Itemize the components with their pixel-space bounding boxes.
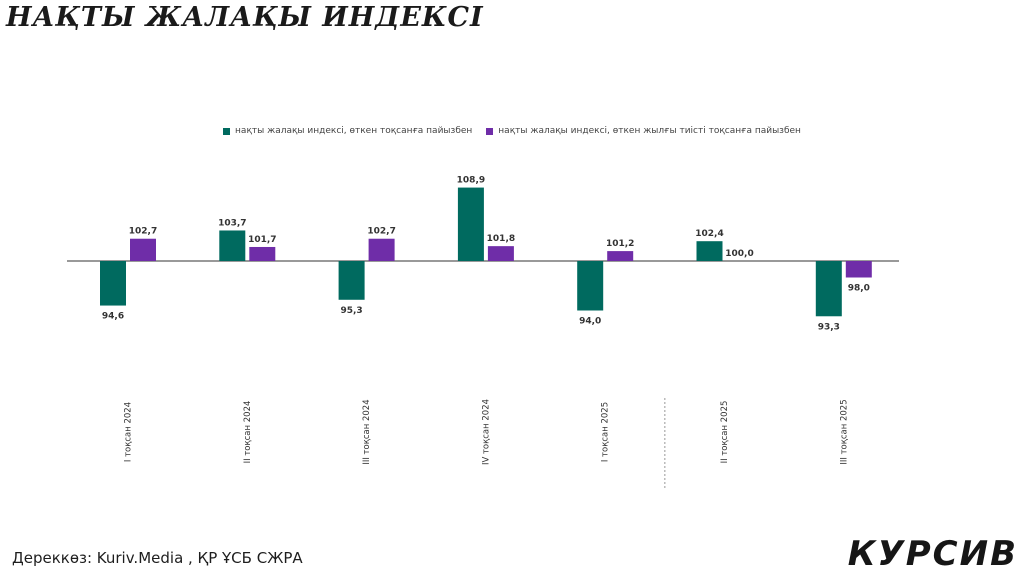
legend-swatch-series-2 bbox=[486, 127, 494, 135]
chart-legend: нақты жалақы индексі, өткен тоқсанға пай… bbox=[0, 126, 1024, 136]
category-label-2: II тоқсан 2024 bbox=[243, 401, 253, 464]
data-label-series2-cat2: 101,7 bbox=[248, 235, 276, 245]
bar-series2-cat7 bbox=[845, 261, 872, 278]
category-label-1: I тоқсан 2024 bbox=[124, 402, 134, 462]
bar-series2-cat5 bbox=[607, 251, 634, 261]
data-label-series1-cat4: 108,9 bbox=[457, 176, 485, 186]
data-label-series1-cat6: 102,4 bbox=[695, 229, 723, 239]
data-label-series2-cat5: 101,2 bbox=[606, 239, 634, 249]
legend-label-series-2: нақты жалақы индексі, өткен жылғы тиісті… bbox=[498, 126, 801, 136]
data-label-series2-cat6: 100,0 bbox=[725, 249, 753, 259]
legend-item-series-1: нақты жалақы индексі, өткен тоқсанға пай… bbox=[223, 126, 472, 136]
bar-series2-cat2 bbox=[249, 246, 276, 261]
bar-series1-cat4 bbox=[457, 187, 484, 261]
bar-series2-cat3 bbox=[368, 238, 395, 261]
data-label-series2-cat3: 102,7 bbox=[367, 227, 395, 237]
brand-logo: КУРСИВ bbox=[847, 534, 1018, 574]
bar-series2-cat4 bbox=[487, 246, 514, 261]
data-label-series2-cat7: 98,0 bbox=[848, 284, 870, 294]
page-title: НАҚТЫ ЖАЛАҚЫ ИНДЕКСІ bbox=[6, 2, 484, 33]
legend-item-series-2: нақты жалақы индексі, өткен жылғы тиісті… bbox=[486, 126, 801, 136]
data-label-series1-cat7: 93,3 bbox=[818, 322, 840, 332]
bar-series1-cat3 bbox=[338, 261, 365, 300]
category-label-6: II тоқсан 2025 bbox=[720, 401, 730, 464]
category-label-5: I тоқсан 2025 bbox=[601, 402, 611, 462]
data-label-series1-cat5: 94,0 bbox=[579, 317, 601, 327]
source-note: Дереккөз: Kuriv.Media , ҚР ҰСБ СЖРА bbox=[12, 549, 303, 567]
bar-series1-cat1 bbox=[100, 261, 126, 306]
bar-series2-cat1 bbox=[130, 238, 156, 261]
category-label-7: III тоқсан 2025 bbox=[839, 399, 849, 464]
data-label-series1-cat3: 95,3 bbox=[340, 306, 362, 316]
bar-series1-cat2 bbox=[219, 230, 246, 261]
data-label-series1-cat1: 94,6 bbox=[102, 312, 124, 322]
bar-series1-cat6 bbox=[696, 241, 723, 261]
data-label-series2-cat4: 101,8 bbox=[487, 234, 515, 244]
bar-series1-cat7 bbox=[815, 261, 842, 317]
category-label-4: IV тоқсан 2024 bbox=[481, 399, 491, 465]
data-label-series2-cat1: 102,7 bbox=[129, 227, 157, 237]
data-label-series1-cat2: 103,7 bbox=[218, 218, 246, 228]
category-label-3: III тоқсан 2024 bbox=[362, 399, 372, 464]
legend-swatch-series-1 bbox=[223, 127, 231, 135]
legend-label-series-1: нақты жалақы индексі, өткен тоқсанға пай… bbox=[235, 126, 473, 136]
bar-series1-cat5 bbox=[577, 261, 604, 311]
